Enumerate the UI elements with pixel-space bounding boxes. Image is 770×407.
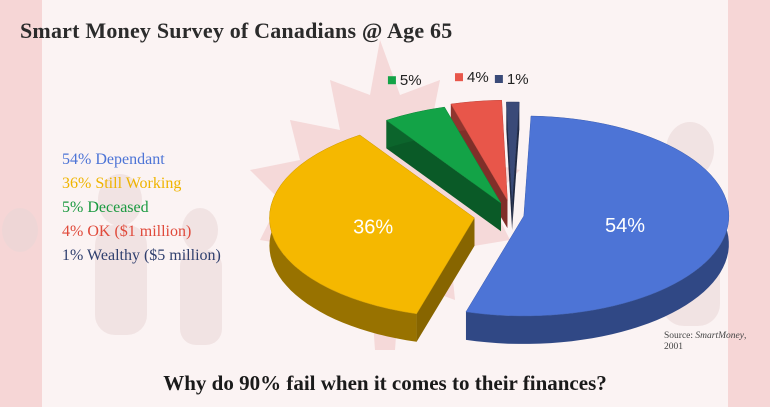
legend-swatch-deceased xyxy=(387,76,396,85)
slice-dependant xyxy=(465,115,730,317)
slice-label-dependant: 54% xyxy=(605,215,645,237)
slice-label-deceased: 5% xyxy=(400,72,422,89)
slice-label-still-working: 36% xyxy=(353,216,393,238)
legend-item-wealthy: 1% Wealthy ($5 million) xyxy=(62,247,221,264)
source-suffix: , xyxy=(743,331,747,341)
source-note: Source: SmartMoney, 2001 xyxy=(664,331,746,353)
source-prefix: Source: xyxy=(664,331,696,341)
slice-wealthy xyxy=(506,101,520,203)
legend-item-deceased: 5% Deceased xyxy=(62,199,149,216)
source-year: 2001 xyxy=(664,342,683,352)
slice-ok xyxy=(450,99,508,201)
slice-still-working xyxy=(269,134,475,315)
source-publication: SmartMoney xyxy=(695,331,744,341)
legend-swatch-wealthy xyxy=(494,75,503,84)
question-caption: Why do 90% fail when it comes to their f… xyxy=(163,371,607,395)
legend-swatch-ok xyxy=(454,73,463,82)
slice-deceased xyxy=(385,106,502,204)
slice-label-ok: 4% xyxy=(467,69,489,86)
legend: 54% Dependant 36% Still Working 5% Decea… xyxy=(62,148,221,268)
slice-label-wealthy: 1% xyxy=(507,71,529,88)
legend-item-still-working: 36% Still Working xyxy=(62,175,182,192)
legend-item-ok: 4% OK ($1 million) xyxy=(62,223,192,240)
page-title: Smart Money Survey of Canadians @ Age 65 xyxy=(20,18,453,43)
legend-item-dependant: 54% Dependant xyxy=(62,151,165,168)
